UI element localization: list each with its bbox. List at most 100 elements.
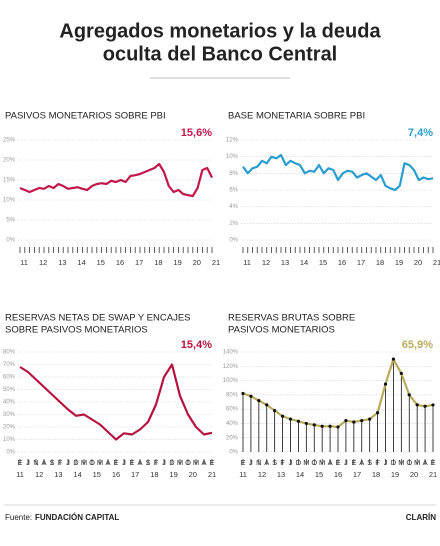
y-tick-label: 10% [226, 154, 239, 160]
x-tick-label: A [41, 458, 46, 467]
x-tick-label: S [367, 458, 372, 467]
x-group-label: 15 [315, 470, 323, 479]
point [288, 417, 293, 421]
point [391, 357, 396, 361]
x-tick-label: J [162, 458, 166, 467]
point [296, 419, 301, 423]
x-tick-label: E [17, 458, 22, 467]
x-tick-label: 13 [58, 258, 66, 267]
y-tick-label: 25% [3, 138, 16, 144]
y-tick-label: 50% [3, 387, 16, 393]
x-tick-label: E [430, 458, 435, 467]
y-tick-label: 0% [229, 238, 238, 244]
x-tick-label: D [169, 458, 175, 467]
x-group-label: 11 [16, 470, 24, 479]
x-group-label: 11 [239, 470, 247, 479]
x-tick-label: E [351, 458, 356, 467]
point [257, 398, 261, 403]
y-tick-label: 0% [6, 238, 15, 244]
y-tick-label: 10% [3, 437, 16, 443]
y-tick-label: 10% [3, 198, 16, 204]
x-tick-label: A [359, 458, 364, 467]
point [360, 418, 364, 423]
chart-title: PASIVOS MONETARIOS SOBRE PBI [5, 111, 166, 122]
x-group-label: 17 [353, 470, 361, 479]
y-tick-label: 30% [3, 412, 16, 418]
x-tick-label: N [33, 458, 38, 467]
x-tick-label: D [391, 458, 397, 467]
x-group-label: 17 [131, 470, 139, 479]
y-tick-label: 20% [3, 425, 16, 431]
x-group-label: 15 [93, 470, 101, 479]
brand: CLARÍN [406, 513, 436, 522]
x-tick-label: 11 [20, 258, 28, 267]
point [304, 421, 308, 426]
x-tick-label: 12 [39, 258, 47, 267]
x-tick-label: 17 [357, 258, 365, 267]
x-tick-label: 15 [97, 258, 105, 267]
x-tick-label: 20 [414, 258, 422, 267]
y-tick-label: 2% [229, 221, 238, 227]
point [249, 394, 253, 398]
x-tick-label: S [272, 458, 277, 467]
x-tick-label: A [137, 458, 142, 467]
x-tick-label: J [249, 458, 253, 467]
y-tick-label: 8% [229, 171, 238, 177]
x-tick-label: F [375, 458, 380, 467]
point [431, 403, 435, 407]
x-group-label: 16 [112, 470, 120, 479]
point [383, 382, 388, 386]
x-tick-label: E [240, 458, 245, 467]
x-tick-label: 13 [281, 258, 289, 267]
y-tick-label: 15% [3, 178, 16, 184]
x-tick-label: J [344, 458, 348, 467]
x-group-label: 16 [334, 470, 342, 479]
x-tick-label: 16 [338, 258, 346, 267]
x-tick-label: 12 [262, 258, 270, 267]
x-group-label: 19 [169, 470, 177, 479]
point [352, 420, 356, 424]
x-tick-label: O [406, 458, 412, 467]
x-tick-label: E [209, 458, 214, 467]
point [399, 371, 403, 376]
value-label: 7,4% [408, 127, 433, 139]
x-tick-label: O [311, 458, 317, 467]
y-tick-label: 70% [3, 362, 16, 368]
point [368, 417, 372, 421]
x-tick-label: 18 [376, 258, 384, 267]
series-line [242, 358, 434, 429]
x-tick-label: D [73, 458, 79, 467]
x-tick-label: F [58, 458, 63, 467]
x-tick-label: A [264, 458, 269, 467]
x-tick-label: 18 [154, 258, 162, 267]
y-tick-label: 40% [3, 400, 16, 406]
x-tick-label: E [335, 458, 340, 467]
x-tick-label: A [105, 458, 110, 467]
x-tick-label: 19 [395, 258, 403, 267]
x-tick-label: M [319, 458, 325, 467]
y-tick-label: 20% [3, 158, 16, 164]
y-tick-label: 80% [226, 392, 239, 398]
x-tick-label: 17 [135, 258, 143, 267]
y-tick-label: 4% [229, 204, 238, 210]
y-tick-label: 0% [229, 450, 238, 456]
point [407, 393, 411, 397]
chart-title: BASE MONETARIA SOBRE PBI [228, 111, 365, 122]
point [423, 404, 427, 408]
value-label: 15,4% [181, 339, 212, 351]
point [375, 411, 380, 415]
y-tick-label: 80% [3, 350, 16, 356]
y-tick-label: 100% [223, 378, 239, 384]
x-tick-label: 16 [116, 258, 124, 267]
x-tick-label: M [97, 458, 103, 467]
chart-title: RESERVAS NETAS DE SWAP Y ENCAJES [5, 313, 191, 324]
title-line: oculta del Banco Central [103, 43, 338, 65]
series-line [19, 363, 213, 441]
x-tick-label: J [122, 458, 126, 467]
point [328, 424, 332, 428]
y-tick-label: 140% [223, 350, 239, 356]
x-tick-label: S [49, 458, 54, 467]
x-tick-label: A [328, 458, 333, 467]
point [415, 403, 419, 407]
point [280, 414, 285, 418]
